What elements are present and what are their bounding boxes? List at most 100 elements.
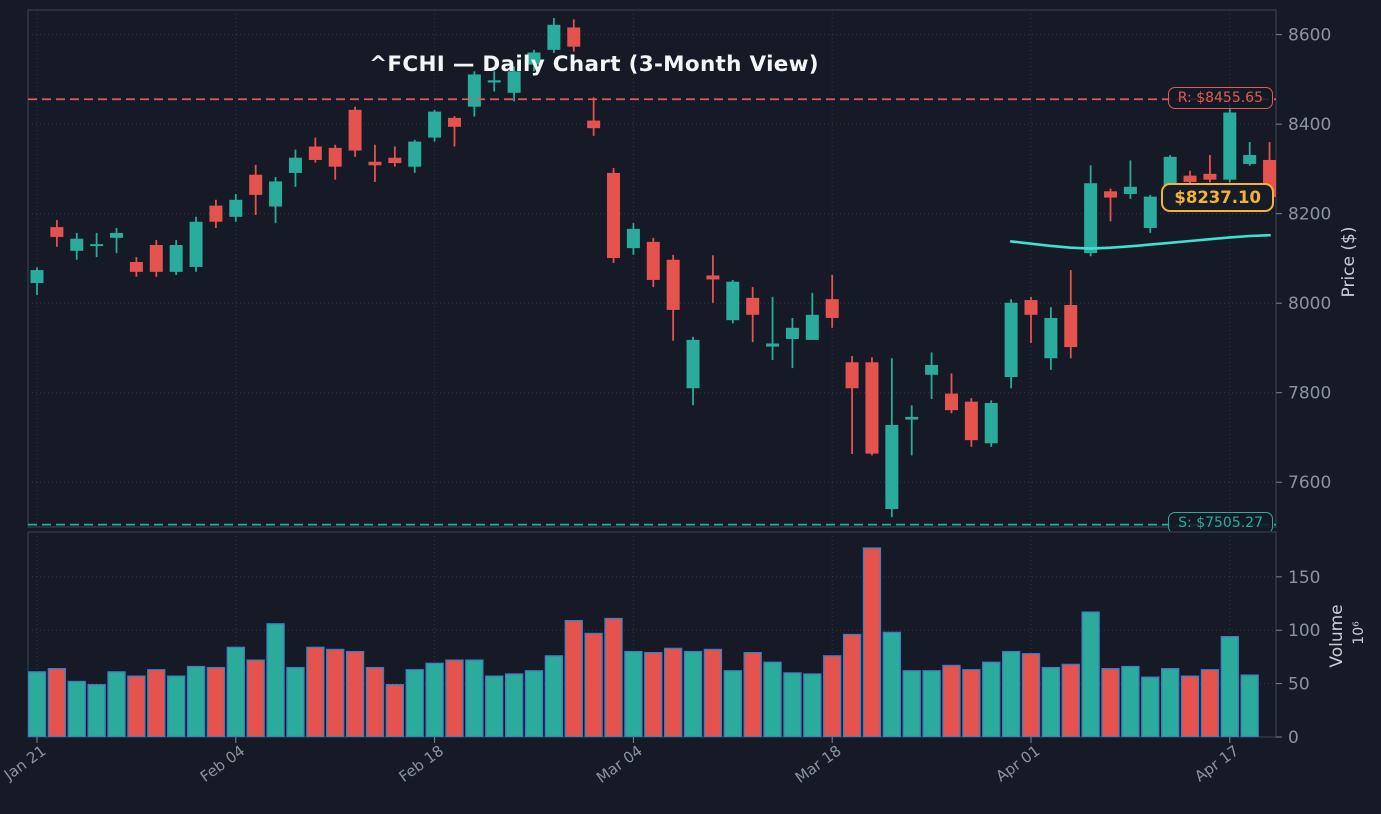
- volume-bar: [1061, 663, 1080, 737]
- volume-bar: [167, 675, 186, 737]
- candle: [348, 106, 362, 157]
- candle: [527, 49, 541, 72]
- volume-bar: [28, 671, 47, 737]
- volume-bars: [28, 547, 1259, 737]
- volume-bar: [942, 664, 961, 737]
- volume-bar: [823, 655, 842, 737]
- volume-bar: [206, 666, 226, 737]
- volume-bar: [902, 670, 921, 737]
- candle: [845, 356, 859, 455]
- tick-label: 100: [1288, 621, 1320, 641]
- volume-bar: [882, 631, 901, 737]
- tick-label: Jan 21: [0, 742, 49, 785]
- candle: [646, 237, 660, 288]
- volume-bar: [186, 665, 206, 737]
- tick-label: 150: [1288, 568, 1320, 588]
- candle: [1004, 299, 1018, 389]
- candle: [766, 296, 780, 361]
- price-axis-title: Price ($): [1339, 226, 1359, 298]
- candle: [428, 109, 442, 142]
- volume-bar: [1081, 611, 1100, 737]
- volume-bar: [763, 661, 782, 737]
- volume-axis-title: Volume: [1327, 604, 1347, 668]
- volume-bar: [683, 650, 703, 737]
- volume-bar: [723, 670, 742, 737]
- candle: [925, 352, 939, 399]
- volume-bar: [1180, 675, 1200, 737]
- candle: [328, 144, 342, 180]
- candle: [686, 336, 700, 406]
- candle: [149, 240, 163, 277]
- volume-bar: [405, 669, 424, 737]
- volume-bar: [842, 633, 862, 737]
- volume-bar: [445, 659, 464, 737]
- candle: [90, 232, 104, 258]
- candle: [706, 255, 720, 303]
- volume-bar: [544, 655, 564, 737]
- volume-bar: [306, 646, 325, 737]
- volume-bar: [604, 617, 623, 737]
- candle: [487, 71, 501, 92]
- candle: [467, 71, 481, 117]
- candle: [726, 279, 740, 324]
- volume-bar: [226, 646, 245, 737]
- candle: [984, 400, 998, 447]
- candle: [1044, 307, 1058, 370]
- volume-bar: [584, 632, 603, 737]
- candle: [368, 144, 382, 182]
- volume-bar: [504, 673, 524, 737]
- volume-bar: [147, 669, 166, 737]
- candle: [209, 199, 223, 228]
- tick-label: Mar 04: [593, 742, 646, 787]
- candle: [805, 292, 819, 340]
- tick-label: Apr 17: [1191, 742, 1242, 786]
- candle: [1183, 170, 1197, 185]
- volume-bar: [1001, 650, 1021, 737]
- tick-label: 8600: [1288, 26, 1331, 46]
- candle: [288, 149, 302, 187]
- volume-bar: [1041, 666, 1061, 737]
- candle: [50, 219, 64, 247]
- volume-bar: [67, 680, 86, 737]
- candle: [607, 168, 621, 263]
- volume-bar: [962, 669, 981, 737]
- volume-bar: [107, 671, 126, 737]
- volume-bar: [246, 659, 265, 737]
- tick-label: Mar 18: [792, 742, 845, 787]
- volume-bar: [664, 647, 683, 737]
- candle: [1263, 142, 1276, 199]
- tick-label: 0: [1288, 728, 1299, 748]
- candle: [964, 398, 978, 447]
- candle: [189, 216, 203, 272]
- tick-label: 8200: [1288, 205, 1331, 225]
- volume-bar: [624, 650, 643, 737]
- volume-bar: [1121, 665, 1140, 737]
- candle: [30, 267, 44, 296]
- candle: [746, 287, 760, 343]
- volume-bar: [385, 684, 404, 737]
- candle: [308, 137, 322, 163]
- candle: [1104, 188, 1118, 222]
- candle: [1064, 270, 1078, 359]
- candle: [169, 240, 183, 275]
- volume-bar: [47, 668, 67, 737]
- candle: [408, 139, 422, 173]
- candle: [825, 274, 839, 328]
- volume-bar: [564, 619, 583, 737]
- candle: [1163, 155, 1177, 190]
- ma-line: [1009, 233, 1271, 250]
- candle: [1024, 296, 1038, 344]
- volume-bar: [644, 652, 663, 737]
- volume-bar: [266, 623, 285, 737]
- candle: [249, 164, 263, 216]
- tick-label: 7800: [1288, 384, 1331, 404]
- candle: [110, 227, 124, 254]
- volume-bar: [127, 675, 146, 737]
- candle: [447, 116, 461, 147]
- volume-bar: [982, 661, 1001, 737]
- candle: [1243, 142, 1257, 166]
- candle: [587, 97, 601, 136]
- candle: [905, 405, 919, 456]
- volume-bar: [783, 672, 802, 737]
